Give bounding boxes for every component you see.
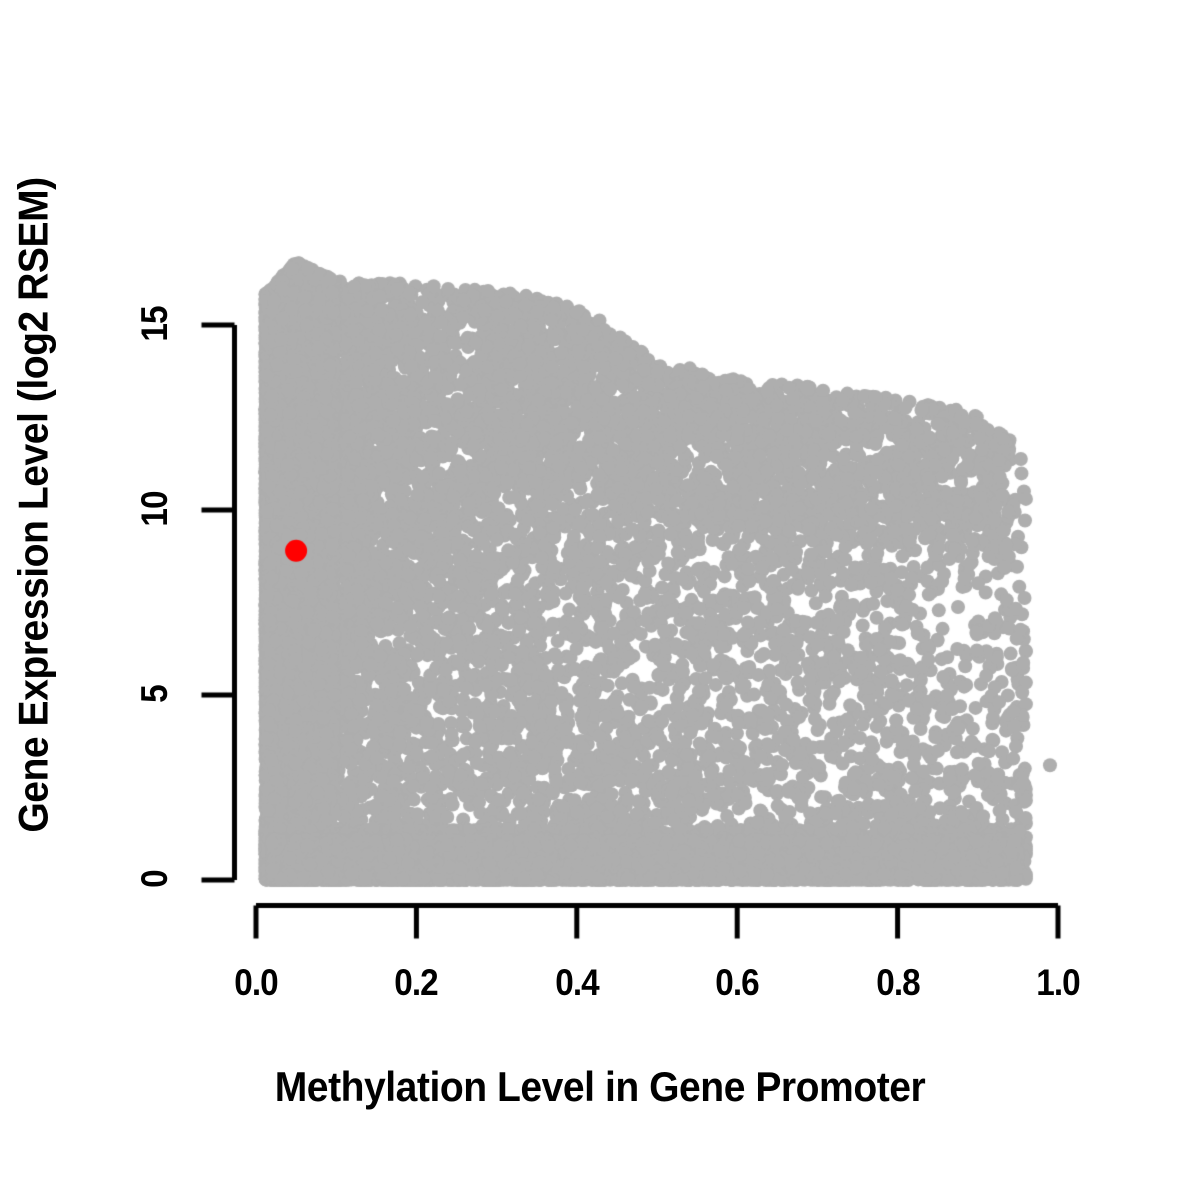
y-tick-label: 0 [134, 870, 175, 888]
x-axis-title: Methylation Level in Gene Promoter [274, 1063, 926, 1110]
y-axis-title: Gene Expression Level (log2 RSEM) [9, 177, 57, 833]
y-tick-label: 5 [134, 685, 175, 703]
x-tick-label: 0.6 [715, 962, 759, 1003]
x-tick-label: 0.0 [234, 962, 278, 1003]
x-tick-label: 1.0 [1036, 962, 1080, 1003]
x-tick-label: 0.2 [394, 962, 439, 1003]
y-tick-label: 10 [134, 491, 175, 527]
y-axis-title-container: Gene Expression Level (log2 RSEM) [0, 0, 66, 1010]
x-tick-label: 0.4 [555, 962, 599, 1003]
y-tick-label: 15 [134, 306, 175, 342]
x-tick-label: 0.8 [875, 962, 920, 1003]
